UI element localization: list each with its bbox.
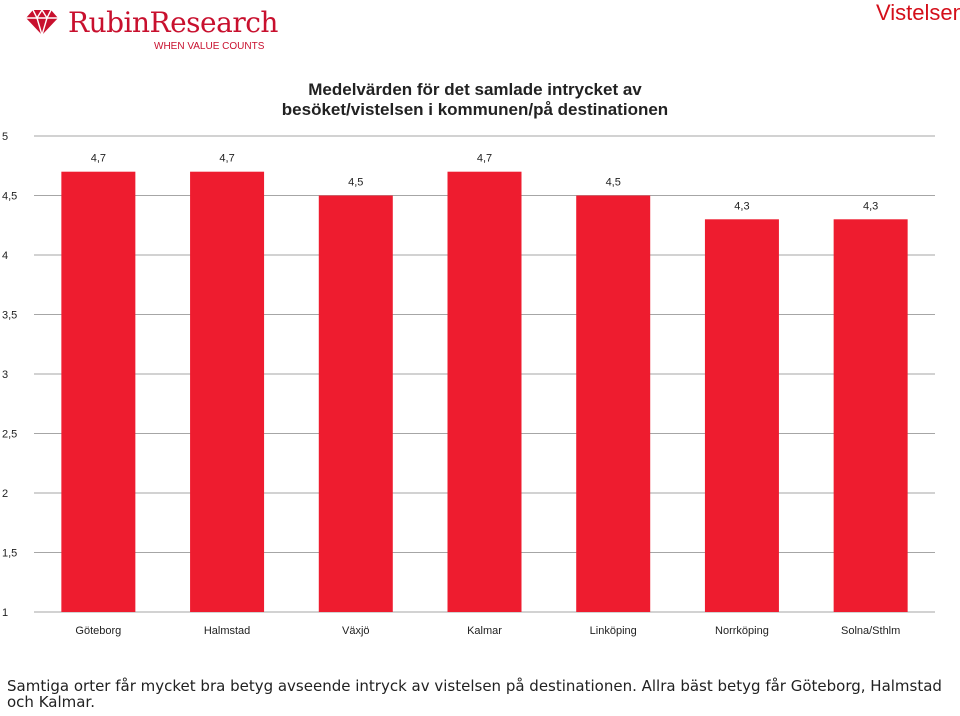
x-tick-label: Norrköping <box>715 625 769 637</box>
brand-logo-block: RubinResearch WHEN VALUE COUNTS <box>24 6 284 52</box>
bar <box>318 195 393 612</box>
y-tick-label: 4 <box>2 250 8 262</box>
chart-title-line-2: besöket/vistelsen i kommunen/på destinat… <box>281 100 669 119</box>
y-tick-label: 4,5 <box>2 191 17 203</box>
bar <box>61 171 136 612</box>
data-label: 4,5 <box>606 177 621 189</box>
data-label: 4,7 <box>219 153 234 165</box>
x-tick-label: Växjö <box>342 625 370 637</box>
y-tick-label: 3 <box>2 369 8 381</box>
data-label: 4,7 <box>91 153 106 165</box>
data-label: 4,7 <box>477 153 492 165</box>
brand-name: RubinResearch <box>68 6 278 39</box>
x-tick-label: Linköping <box>590 625 637 637</box>
bar <box>447 171 522 612</box>
y-tick-label: 1 <box>2 607 8 619</box>
data-label: 4,3 <box>734 200 749 212</box>
y-tick-label: 5 <box>2 131 8 143</box>
y-tick-label: 1,5 <box>2 548 17 560</box>
chart-caption: Samtiga orter får mycket bra betyg avsee… <box>7 677 942 711</box>
x-tick-label: Göteborg <box>75 625 121 637</box>
gem-logo-icon <box>26 8 58 36</box>
bar <box>833 219 908 613</box>
bar-chart: 1 1,5 2 2,5 3 3,5 4 4,5 5 4,7 Göteborg 4,7 Halmstad 4… <box>2 131 935 637</box>
chart-title: Medelvärden för det samlade intrycket av… <box>0 80 950 120</box>
x-tick-label: Halmstad <box>204 625 250 637</box>
bar <box>190 171 265 612</box>
x-tick-label: Kalmar <box>467 625 502 637</box>
chart-title-line-1: Medelvärden för det samlade intrycket av <box>308 80 642 99</box>
y-tick-label: 2,5 <box>2 429 17 441</box>
data-label: 4,5 <box>348 177 363 189</box>
bar <box>576 195 651 612</box>
slide-title: Vistelsen <box>876 0 960 25</box>
brand-tagline: WHEN VALUE COUNTS <box>154 41 265 52</box>
x-tick-label: Solna/Sthlm <box>841 625 900 637</box>
y-tick-label: 3,5 <box>2 310 17 322</box>
data-label: 4,3 <box>863 200 878 212</box>
bar <box>704 219 779 613</box>
y-tick-label: 2 <box>2 488 8 500</box>
